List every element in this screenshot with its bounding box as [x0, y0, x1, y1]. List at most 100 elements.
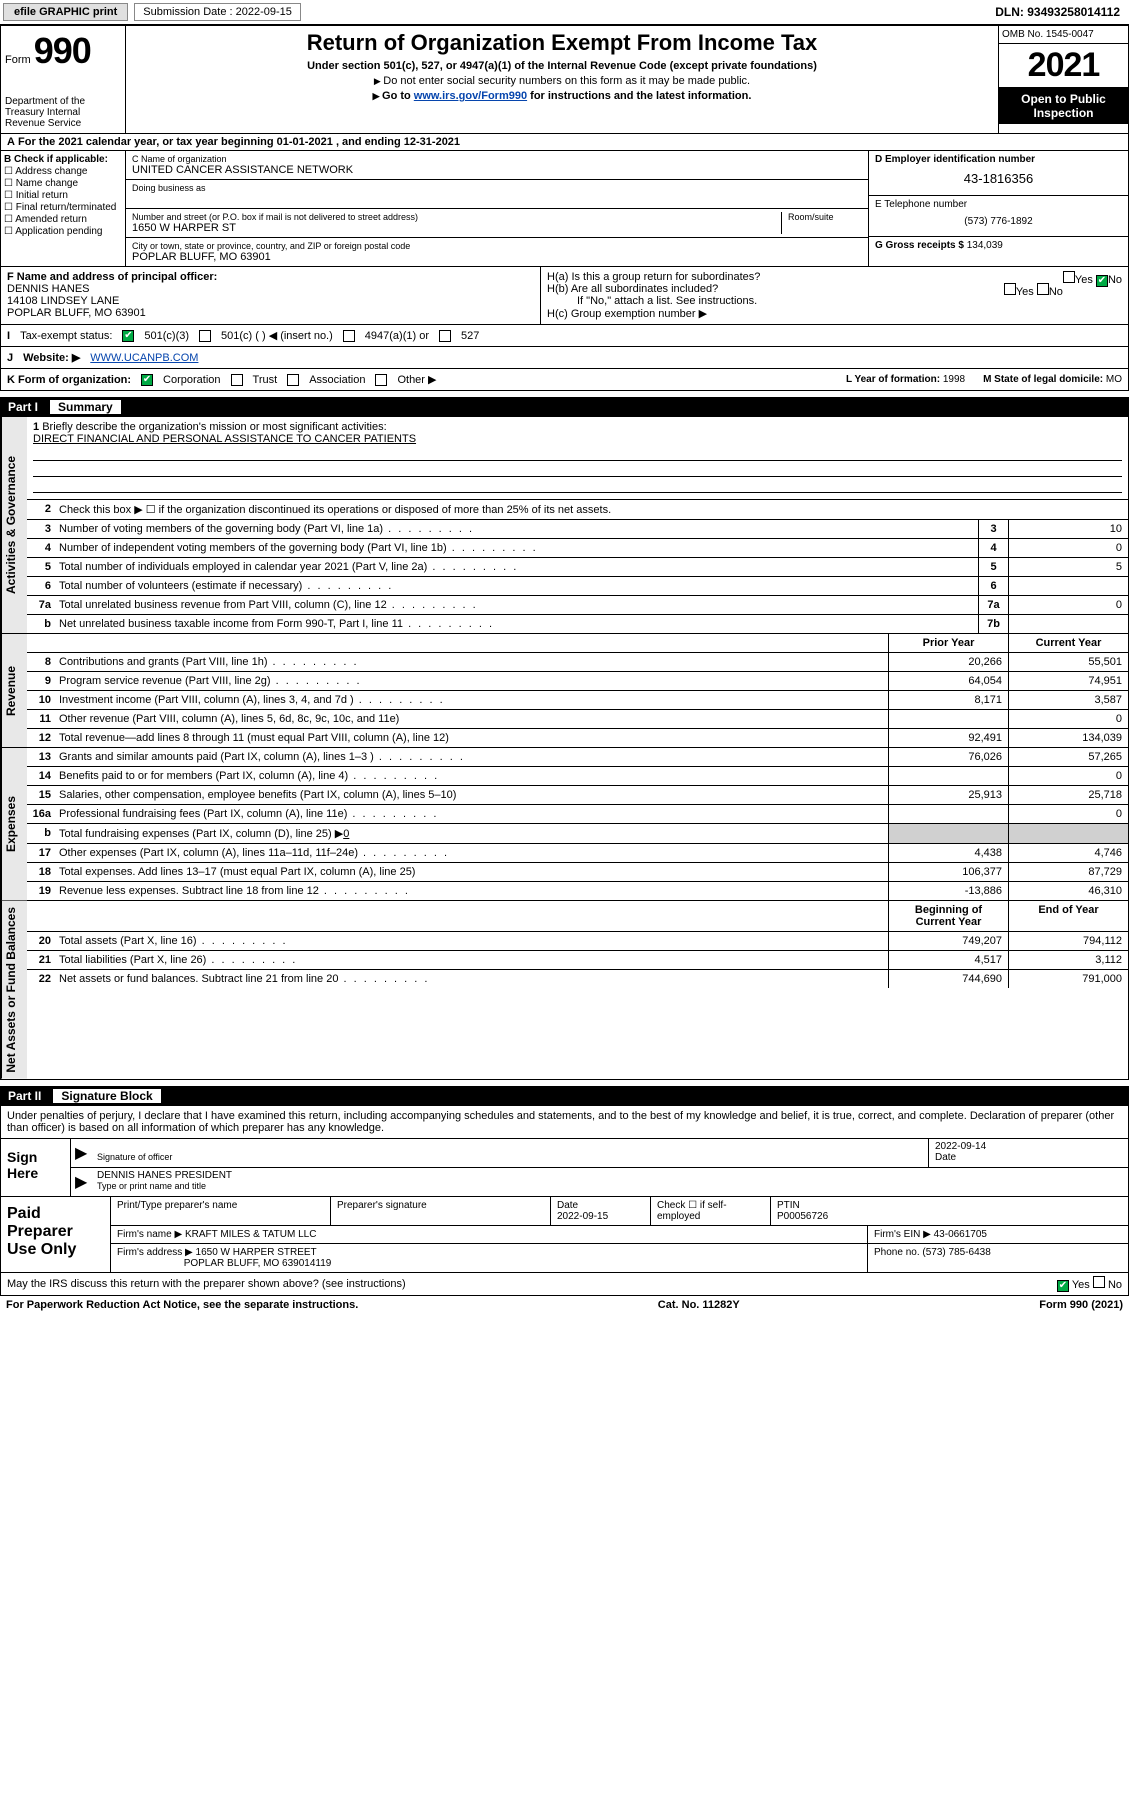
l12-c: 134,039	[1008, 729, 1128, 747]
gross-val: 134,039	[967, 240, 1003, 251]
expenses-content: 13Grants and similar amounts paid (Part …	[27, 748, 1128, 900]
l3-val: 10	[1008, 520, 1128, 538]
part1-num: Part I	[8, 400, 38, 414]
faddr2: POPLAR BLUFF, MO 639014119	[184, 1258, 332, 1269]
hb-label: H(b) Are all subordinates included?	[547, 283, 718, 295]
chk-501c3[interactable]	[122, 330, 134, 342]
chk-527[interactable]	[439, 330, 451, 342]
l15-c: 25,718	[1008, 786, 1128, 804]
ein-label: D Employer identification number	[875, 154, 1035, 165]
street-cell: Number and street (or P.O. box if mail i…	[132, 212, 782, 234]
room-cell: Room/suite	[782, 212, 862, 234]
officer-sig-field: Signature of officer	[91, 1139, 928, 1167]
l11-p	[888, 710, 1008, 728]
discuss-no-check[interactable]	[1093, 1276, 1105, 1288]
expenses-tab: Expenses	[1, 748, 27, 900]
l8-p: 20,266	[888, 653, 1008, 671]
org-name: UNITED CANCER ASSISTANCE NETWORK	[132, 164, 862, 176]
m-val: MO	[1106, 374, 1122, 385]
l11-d: Other revenue (Part VIII, column (A), li…	[59, 713, 399, 725]
phone-cell: E Telephone number (573) 776-1892	[869, 196, 1128, 237]
discuss-q: May the IRS discuss this return with the…	[7, 1278, 406, 1290]
instructions-link[interactable]: www.irs.gov/Form990	[414, 90, 527, 102]
line-16a: 16aProfessional fundraising fees (Part I…	[27, 805, 1128, 824]
discuss-yes-check[interactable]	[1057, 1280, 1069, 1292]
l12-p: 92,491	[888, 729, 1008, 747]
chk-4947[interactable]	[343, 330, 355, 342]
l20-c: 794,112	[1008, 932, 1128, 950]
discuss-yes-l: Yes	[1072, 1279, 1090, 1291]
line-3: 3Number of voting members of the governi…	[27, 520, 1128, 539]
l3-desc: Number of voting members of the governin…	[59, 523, 383, 535]
l17-d: Other expenses (Part IX, column (A), lin…	[59, 847, 358, 859]
omb-number: OMB No. 1545-0047	[999, 26, 1128, 44]
firm-l: Firm's name ▶	[117, 1229, 182, 1240]
line-5: 5Total number of individuals employed in…	[27, 558, 1128, 577]
chk-corp[interactable]	[141, 374, 153, 386]
hb-no[interactable]	[1037, 283, 1049, 295]
l13-d: Grants and similar amounts paid (Part IX…	[59, 751, 374, 763]
ein-val: 43-1816356	[875, 165, 1122, 192]
website-link[interactable]: WWW.UCANPB.COM	[90, 352, 198, 364]
opt-501c: 501(c) ( ) ◀ (insert no.)	[221, 329, 333, 342]
l16b-c-shade	[1008, 824, 1128, 843]
l10-p: 8,171	[888, 691, 1008, 709]
chk-other[interactable]	[375, 374, 387, 386]
governance-tab: Activities & Governance	[1, 417, 27, 633]
l9-d: Program service revenue (Part VIII, line…	[59, 675, 271, 687]
chk-application-pending[interactable]: ☐ Application pending	[4, 226, 122, 237]
fphone-val: (573) 785-6438	[922, 1247, 990, 1258]
l19-c: 46,310	[1008, 882, 1128, 900]
form-word: Form	[5, 54, 31, 66]
opt-trust: Trust	[253, 374, 278, 386]
l5-val: 5	[1008, 558, 1128, 576]
opt-other: Other ▶	[397, 373, 436, 386]
i-label: Tax-exempt status:	[20, 330, 112, 342]
form-header: Form 990 Department of the Treasury Inte…	[0, 25, 1129, 134]
chk-label-0: Address change	[15, 166, 87, 177]
ha-no[interactable]	[1096, 275, 1108, 287]
l17-c: 4,746	[1008, 844, 1128, 862]
l8-d: Contributions and grants (Part VIII, lin…	[59, 656, 268, 668]
l19-p: -13,886	[888, 882, 1008, 900]
form-subtitle-3: Go to www.irs.gov/Form990 for instructio…	[134, 90, 990, 102]
l11-c: 0	[1008, 710, 1128, 728]
row-a-text: For the 2021 calendar year, or tax year …	[18, 136, 460, 148]
tax-year: 2021	[999, 44, 1128, 88]
sign-here-label: Sign Here	[1, 1139, 71, 1196]
prep-sig-label: Preparer's signature	[331, 1197, 551, 1225]
chk-assoc[interactable]	[287, 374, 299, 386]
part2-title: Signature Block	[53, 1089, 160, 1103]
phone-label: E Telephone number	[875, 199, 967, 210]
chk-amended-return[interactable]: ☐ Amended return	[4, 214, 122, 225]
l10-c: 3,587	[1008, 691, 1128, 709]
l14-p	[888, 767, 1008, 785]
footer: For Paperwork Reduction Act Notice, see …	[0, 1296, 1129, 1314]
prep-row-3: Firm's address ▶ 1650 W HARPER STREET PO…	[111, 1244, 1128, 1272]
col-right-info: D Employer identification number 43-1816…	[868, 151, 1128, 266]
form-subtitle-1: Under section 501(c), 527, or 4947(a)(1)…	[134, 60, 990, 72]
firm-name-cell: Firm's name ▶ KRAFT MILES & TATUM LLC	[111, 1226, 868, 1243]
chk-501c[interactable]	[199, 330, 211, 342]
chk-name-change[interactable]: ☐ Name change	[4, 178, 122, 189]
l22-d: Net assets or fund balances. Subtract li…	[59, 973, 338, 985]
header-body-grid: B Check if applicable: ☐ Address change …	[0, 151, 1129, 267]
hb-yes[interactable]	[1004, 283, 1016, 295]
footer-pra: For Paperwork Reduction Act Notice, see …	[6, 1299, 358, 1311]
dba-label: Doing business as	[132, 183, 862, 193]
j-label: Website: ▶	[23, 351, 80, 364]
chk-initial-return[interactable]: ☐ Initial return	[4, 190, 122, 201]
chk-label-5: Application pending	[15, 226, 102, 237]
line-17: 17Other expenses (Part IX, column (A), l…	[27, 844, 1128, 863]
chk-final-return[interactable]: ☐ Final return/terminated	[4, 202, 122, 213]
form-number: 990	[34, 30, 91, 71]
revenue-section: Revenue Prior YearCurrent Year 8Contribu…	[0, 634, 1129, 748]
ha-yes[interactable]	[1063, 271, 1075, 283]
chk-trust[interactable]	[231, 374, 243, 386]
efile-print-button[interactable]: efile GRAPHIC print	[3, 3, 128, 21]
opt-4947: 4947(a)(1) or	[365, 330, 429, 342]
chk-address-change[interactable]: ☐ Address change	[4, 166, 122, 177]
l9-c: 74,951	[1008, 672, 1128, 690]
signature-intro: Under penalties of perjury, I declare th…	[0, 1106, 1129, 1139]
room-label: Room/suite	[788, 212, 862, 222]
